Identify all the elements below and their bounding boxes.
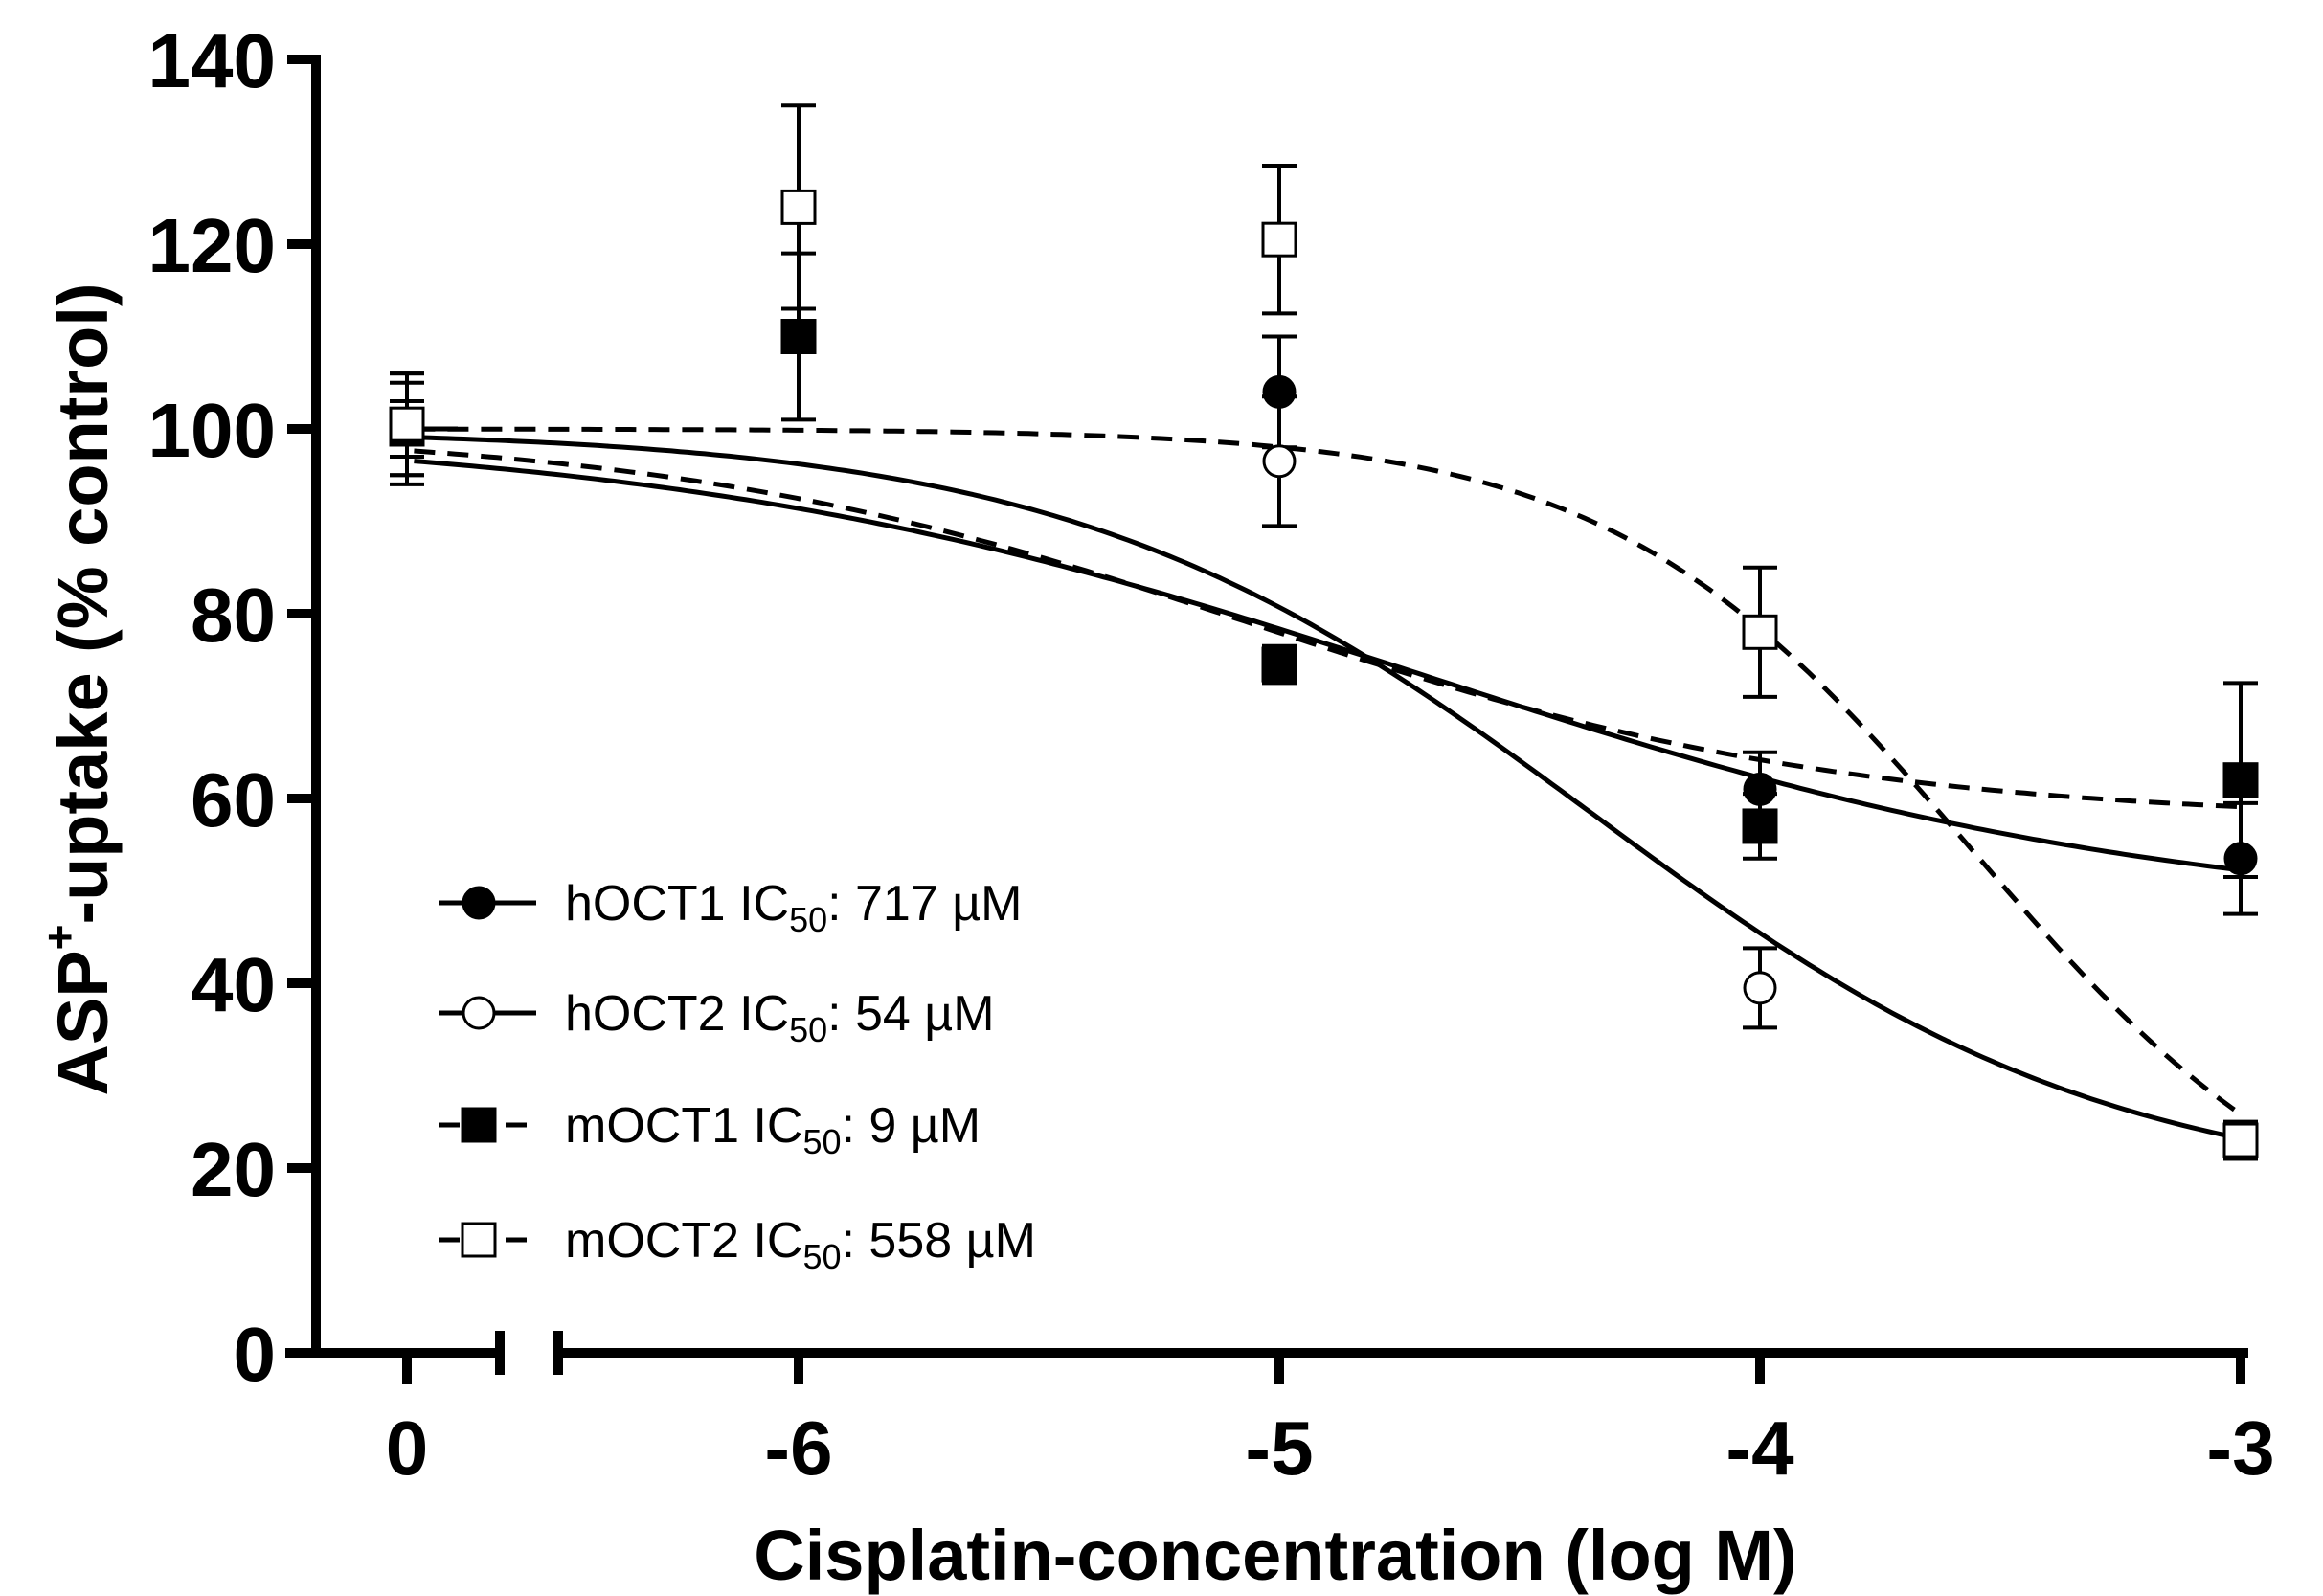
y-ticks: 0 20 40 60 80 100 120 140 xyxy=(148,18,321,1397)
x-axis-title: Cisplatin-concentration (log M) xyxy=(754,1516,1796,1595)
hoct1-point xyxy=(1262,374,1297,409)
moct2-legend-marker xyxy=(461,1222,497,1258)
hoct2-fit-curve xyxy=(414,435,2242,1141)
y-tick-label: 60 xyxy=(191,757,276,843)
hoct1-point xyxy=(2223,842,2258,876)
moct2-legend-label: mOCT2 IC50: 558 µM xyxy=(565,1213,1036,1276)
hoct2-legend-label: hOCT2 IC50: 54 µM xyxy=(565,986,995,1049)
hoct2-point xyxy=(1262,444,1297,479)
y-axis-title: ASP+-uptake (% control) xyxy=(34,282,123,1095)
fit-curves xyxy=(407,426,2243,1141)
x-axis: 0 -6 -5 -4 -3 xyxy=(285,1331,2275,1491)
moct2-point xyxy=(389,406,425,442)
moct2-point xyxy=(1261,221,1297,258)
moct2-legend-name: mOCT2 xyxy=(565,1213,753,1269)
x-tick-label: -5 xyxy=(1245,1405,1313,1491)
data-markers xyxy=(389,189,2259,1158)
x-ticks: 0 -6 -5 -4 -3 xyxy=(386,1348,2275,1491)
hoct2-legend-ic: IC xyxy=(739,986,789,1042)
hoct1-legend-marker xyxy=(462,886,496,920)
hoct2-legend-ic-subscript: 50 xyxy=(789,1010,827,1049)
hoct2-legend-name: hOCT2 xyxy=(565,986,739,1042)
moct2-fit-curve xyxy=(414,426,2243,1116)
hoct2-point xyxy=(1743,971,1777,1005)
y-tick-label: 0 xyxy=(234,1312,277,1397)
hoct1-point xyxy=(1743,772,1777,806)
moct1-legend-ic-subscript: 50 xyxy=(802,1122,841,1161)
y-tick-label: 140 xyxy=(148,18,276,103)
y-axis: 0 20 40 60 80 100 120 140 xyxy=(148,18,321,1397)
moct1-point xyxy=(780,319,817,354)
x-tick-label: -4 xyxy=(1725,1405,1794,1491)
hoct1-legend-label: hOCT1 IC50: 717 µM xyxy=(565,876,1023,939)
moct1-point xyxy=(1742,808,1778,844)
moct2-legend-ic-subscript: 50 xyxy=(802,1237,841,1276)
x-tick-label: 0 xyxy=(386,1405,429,1491)
moct1-point xyxy=(1261,646,1297,683)
moct1-fit-curve xyxy=(414,448,2242,810)
moct1-legend-marker xyxy=(461,1107,497,1143)
hoct1-legend-ic: IC xyxy=(739,876,789,932)
hoct2-legend-ic-value: : 54 µM xyxy=(827,986,994,1042)
moct1-legend-ic-value: : 9 µM xyxy=(842,1098,981,1154)
moct2-point xyxy=(1742,614,1778,650)
y-tick-label: 40 xyxy=(191,942,276,1027)
hoct1-legend-name: hOCT1 xyxy=(565,876,739,932)
x-tick-label: -6 xyxy=(764,1405,832,1491)
moct1-legend-ic: IC xyxy=(753,1098,802,1154)
moct2-legend-ic: IC xyxy=(753,1213,802,1269)
moct2-point xyxy=(2222,1122,2259,1158)
y-axis-title-superscript: + xyxy=(34,925,84,951)
moct2-point xyxy=(780,189,817,225)
hoct1-fit-curve xyxy=(414,459,2242,873)
y-tick-label: 100 xyxy=(148,388,276,473)
y-tick-label: 120 xyxy=(148,203,276,288)
hoct1-legend-ic-subscript: 50 xyxy=(789,900,827,939)
moct1-point xyxy=(2222,762,2259,798)
hoct1-legend-ic-value: : 717 µM xyxy=(827,876,1022,932)
x-tick-label: -3 xyxy=(2206,1405,2274,1491)
moct2-legend-ic-value: : 558 µM xyxy=(842,1213,1036,1269)
hoct2-legend-marker xyxy=(462,996,496,1030)
y-tick-label: 80 xyxy=(191,573,276,658)
y-axis-title-main: ASP xyxy=(43,950,123,1095)
y-tick-label: 20 xyxy=(191,1127,276,1212)
moct1-legend-label: mOCT1 IC50: 9 µM xyxy=(565,1098,981,1161)
y-axis-title-rest: -uptake (% control) xyxy=(43,282,123,924)
moct1-legend-name: mOCT1 xyxy=(565,1098,753,1154)
